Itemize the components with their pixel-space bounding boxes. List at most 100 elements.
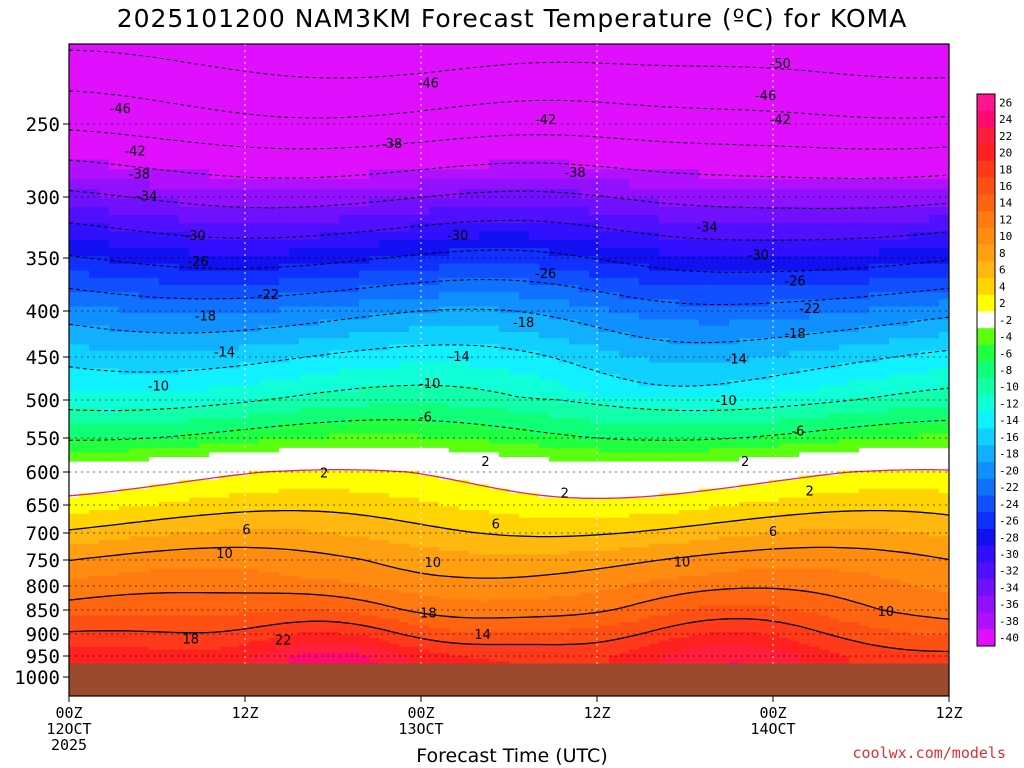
band-cell <box>859 408 870 414</box>
band-cell <box>899 44 910 56</box>
band-cell <box>539 76 550 88</box>
band-cell <box>209 87 220 99</box>
band-cell <box>689 408 700 414</box>
band-cell <box>779 76 790 88</box>
band-cell <box>849 408 860 414</box>
band-cell <box>389 299 400 308</box>
band-cell <box>749 356 760 364</box>
band-cell <box>79 306 90 314</box>
band-cell <box>69 277 80 286</box>
band-cell <box>569 239 580 249</box>
band-cell <box>879 231 890 241</box>
band-cell <box>649 87 660 99</box>
band-cell <box>349 169 360 180</box>
band-cell <box>369 397 380 404</box>
band-cell <box>339 423 350 430</box>
band-cell <box>69 418 80 424</box>
band-cell <box>389 380 400 387</box>
band-cell <box>929 179 940 190</box>
band-cell <box>349 374 360 381</box>
band-cell <box>669 189 680 200</box>
band-cell <box>399 263 410 272</box>
band-cell <box>369 356 380 364</box>
band-cell <box>199 239 210 249</box>
band-cell <box>809 44 820 56</box>
band-cell <box>689 313 700 321</box>
band-cell <box>809 423 820 430</box>
band-cell <box>459 119 470 131</box>
band-cell <box>629 44 640 56</box>
band-cell <box>319 447 330 454</box>
band-cell <box>159 247 170 257</box>
band-cell <box>419 306 430 314</box>
band-cell <box>799 443 810 449</box>
band-cell <box>569 215 580 224</box>
band-cell <box>309 428 320 435</box>
band-cell <box>749 159 760 170</box>
band-cell <box>409 452 420 458</box>
band-cell <box>719 413 730 419</box>
band-cell <box>269 76 280 88</box>
band-cell <box>869 408 880 414</box>
band-cell <box>639 119 650 131</box>
band-cell <box>829 277 840 286</box>
band-cell <box>909 313 920 321</box>
band-cell <box>229 198 240 208</box>
band-cell <box>619 44 630 56</box>
band-cell <box>159 362 170 369</box>
band-cell <box>829 428 840 435</box>
band-cell <box>349 313 360 321</box>
band-cell <box>849 447 860 454</box>
band-cell <box>519 223 530 232</box>
band-cell <box>509 299 520 308</box>
band-cell <box>539 418 550 424</box>
band-cell <box>69 428 80 435</box>
band-cell <box>659 313 670 321</box>
band-cell <box>559 169 570 180</box>
band-cell <box>639 391 650 398</box>
band-cell <box>739 65 750 77</box>
band-cell <box>629 169 640 180</box>
band-cell <box>729 338 740 345</box>
band-cell <box>819 299 830 308</box>
band-cell <box>649 397 660 404</box>
band-cell <box>699 433 710 440</box>
band-cell <box>439 362 450 369</box>
band-cell <box>509 380 520 387</box>
band-cell <box>229 413 240 419</box>
band-cell <box>799 338 810 345</box>
band-cell <box>359 98 370 110</box>
band-cell <box>289 438 300 444</box>
band-cell <box>199 247 210 257</box>
band-cell <box>889 277 900 286</box>
band-cell <box>889 231 900 241</box>
band-cell <box>569 452 580 458</box>
band-cell <box>439 231 450 241</box>
band-cell <box>249 319 260 327</box>
band-cell <box>229 76 240 88</box>
band-cell <box>559 206 570 216</box>
band-cell <box>479 215 490 224</box>
band-cell <box>299 313 310 321</box>
band-cell <box>499 76 510 88</box>
band-cell <box>379 277 390 286</box>
band-cell <box>589 169 600 180</box>
band-cell <box>729 423 740 430</box>
band-cell <box>619 169 630 180</box>
band-cell <box>319 397 330 404</box>
band-cell <box>929 350 940 358</box>
band-cell <box>389 313 400 321</box>
band-cell <box>489 65 500 77</box>
band-cell <box>899 443 910 449</box>
band-cell <box>479 362 490 369</box>
band-cell <box>549 87 560 99</box>
band-cell <box>629 443 640 449</box>
band-cell <box>559 443 570 449</box>
band-cell <box>79 256 90 265</box>
band-cell <box>149 362 160 369</box>
band-cell <box>429 98 440 110</box>
band-cell <box>109 402 120 409</box>
band-cell <box>739 397 750 404</box>
band-cell <box>639 423 650 430</box>
band-cell <box>569 299 580 308</box>
